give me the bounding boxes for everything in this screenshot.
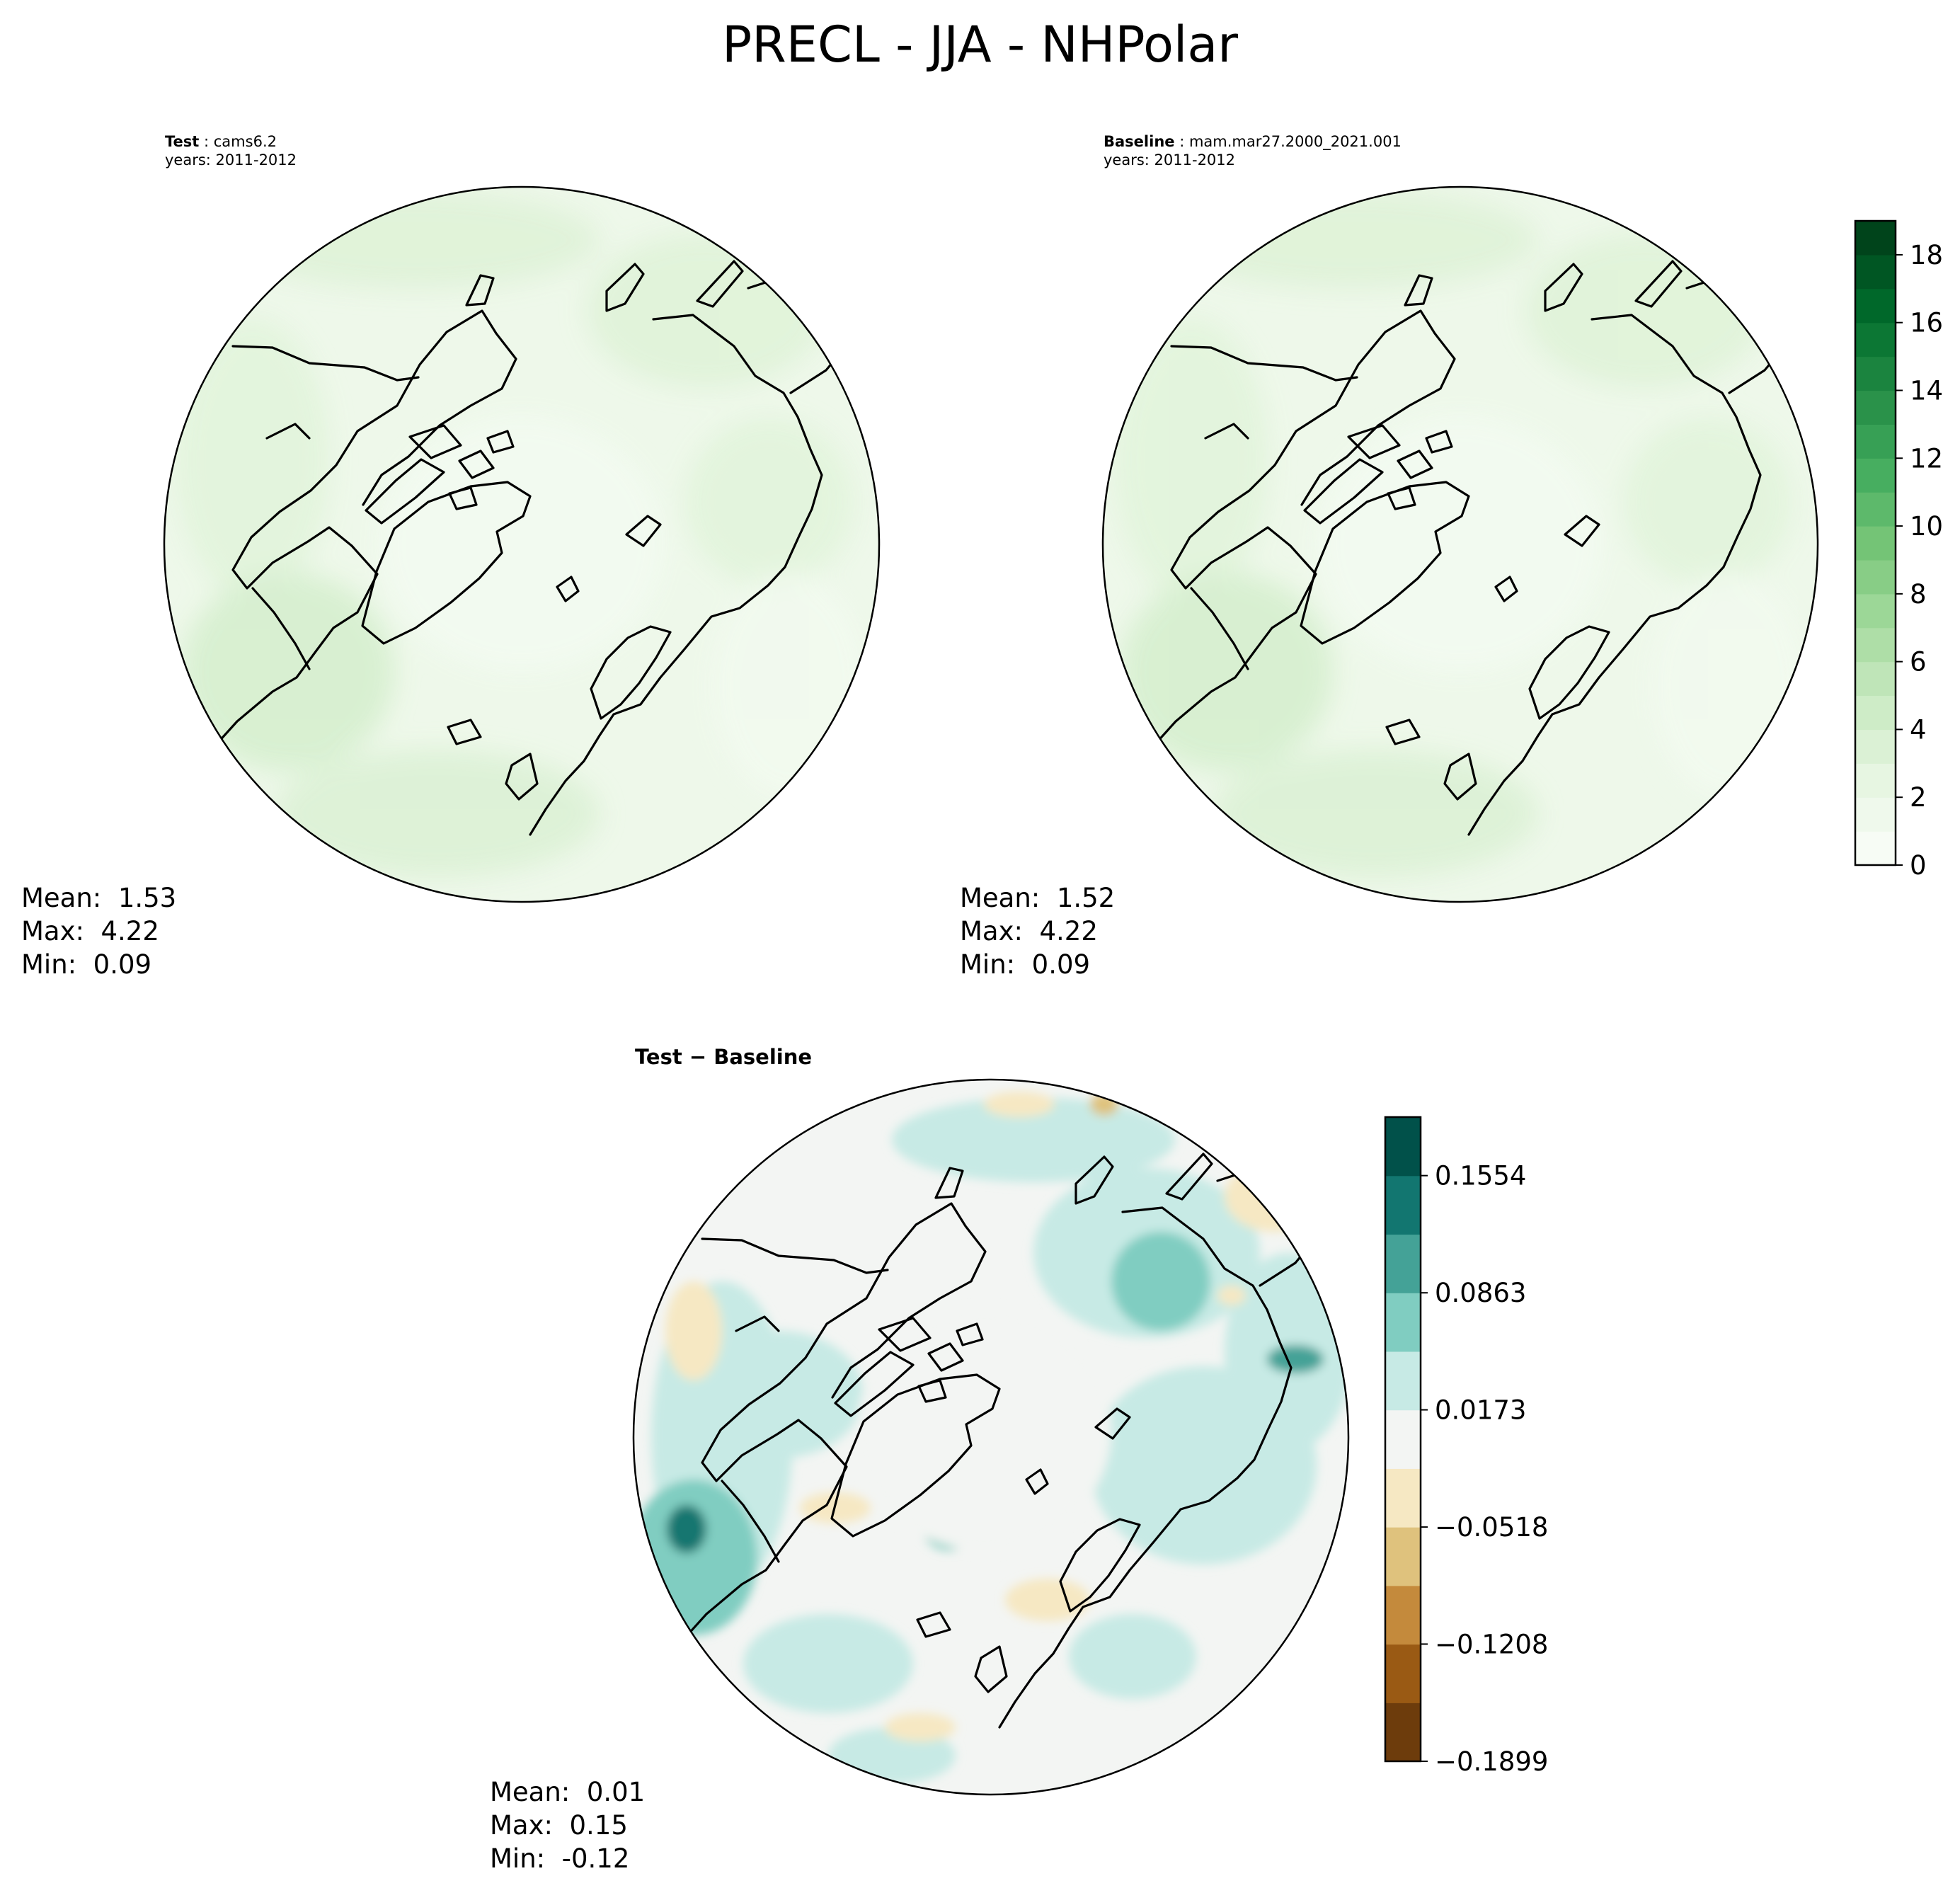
colorbar-tick-label: 2: [1910, 782, 1927, 813]
baseline-stats: Mean: 1.52 Max: 4.22 Min: 0.09: [960, 881, 1115, 981]
colorbar-band: [1385, 1644, 1421, 1703]
stat-label: Max:: [490, 1810, 553, 1841]
colorbar-band: [1385, 1351, 1421, 1411]
stat-label: Min:: [960, 949, 1016, 980]
colorbar-tick-label: 0.0173: [1435, 1395, 1526, 1426]
stat-label: Mean:: [960, 883, 1041, 913]
colorbar-band: [1385, 1175, 1421, 1235]
stat-value: 0.01: [586, 1777, 646, 1807]
colorbar-tick-label: 0.1554: [1435, 1161, 1526, 1191]
colorbar-tick-label: 0: [1910, 850, 1927, 881]
stat-value: 1.53: [118, 883, 177, 913]
colorbar-tick-label: 10: [1910, 511, 1943, 542]
difference-map: [632, 1078, 1350, 1796]
baseline-label-sep: :: [1174, 133, 1189, 150]
colorbar-band: [1855, 356, 1896, 391]
colorbar-tick-label: 14: [1910, 375, 1943, 406]
stat-label: Max:: [960, 916, 1023, 946]
diff-stats: Mean: 0.01 Max: 0.15 Min: -0.12: [490, 1775, 645, 1875]
diff-title: Test − Baseline: [635, 1045, 812, 1069]
colorbar-band: [1855, 763, 1896, 798]
colorbar-tick-label: 18: [1910, 240, 1943, 270]
colorbar-band: [1855, 424, 1896, 459]
colorbar-bands: [1855, 221, 1896, 866]
colorbar-band: [1385, 1117, 1421, 1177]
colorbar-band: [1855, 797, 1896, 832]
test-years: years: 2011-2012: [165, 151, 297, 168]
test-label-name: cams6.2: [213, 133, 277, 150]
diff-title-right: Baseline: [713, 1045, 813, 1069]
colorbar-band: [1855, 627, 1896, 663]
colorbar-bands: [1385, 1117, 1421, 1762]
colorbar-band: [1385, 1468, 1421, 1528]
diff-title-left: Test: [635, 1045, 682, 1069]
stat-value: -0.12: [561, 1843, 630, 1874]
colorbar-tick-label: 12: [1910, 443, 1943, 474]
colorbar-band: [1855, 254, 1896, 290]
figure-title: PRECL - JJA - NHPolar: [721, 16, 1239, 74]
colorbar-tick-label: 8: [1910, 579, 1927, 610]
colorbar-band: [1855, 831, 1896, 866]
stat-value: 1.52: [1056, 883, 1116, 913]
test-stats: Mean: 1.53 Max: 4.22 Min: 0.09: [21, 881, 176, 981]
stat-label: Mean:: [490, 1777, 571, 1807]
stat-value: 0.09: [93, 949, 152, 980]
colorbar-band: [1855, 221, 1896, 256]
colorbar-band: [1855, 526, 1896, 561]
colorbar-band: [1385, 1585, 1421, 1645]
colorbar-band: [1855, 695, 1896, 731]
colorbar-band: [1855, 390, 1896, 425]
stat-value: 0.09: [1031, 949, 1091, 980]
colorbar-tick-label: 4: [1910, 714, 1927, 745]
colorbar-band: [1855, 458, 1896, 493]
colorbar-ticks: 0.1554 0.0863 0.0173 −0.0518 −0.1208 −0.1899: [1421, 1161, 1548, 1777]
colorbar-band: [1855, 322, 1896, 357]
baseline-years: years: 2011-2012: [1104, 151, 1236, 168]
stat-value: 4.22: [101, 916, 159, 946]
test-label-sep: :: [199, 133, 214, 150]
baseline-map: [1101, 185, 1819, 903]
diff-colorbar: 0.1554 0.0863 0.0173 −0.0518 −0.1208 −0.1899: [1384, 1116, 1548, 1777]
test-label-bold: Test: [165, 133, 200, 150]
colorbar-band: [1855, 729, 1896, 764]
baseline-label: Baseline : mam.mar27.2000_2021.001 years…: [1104, 132, 1402, 169]
colorbar-tick-label: 0.0863: [1435, 1278, 1526, 1308]
diff-title-sep: −: [682, 1045, 714, 1069]
colorbar-band: [1385, 1234, 1421, 1293]
test-map: [163, 185, 881, 903]
precip-colorbar: 0 2 4 6 8 10 12 14 16 18: [1854, 219, 1943, 881]
stat-label: Min:: [21, 949, 77, 980]
colorbar-band: [1385, 1527, 1421, 1586]
colorbar-tick-label: 16: [1910, 308, 1943, 338]
colorbar-band: [1855, 559, 1896, 595]
stat-value: 4.22: [1039, 916, 1098, 946]
colorbar-tick-label: −0.0518: [1435, 1512, 1548, 1543]
colorbar-band: [1385, 1409, 1421, 1469]
colorbar-band: [1385, 1703, 1421, 1762]
colorbar-ticks: 0 2 4 6 8 10 12 14 16 18: [1896, 240, 1943, 881]
stat-label: Min:: [490, 1843, 546, 1874]
test-label: Test : cams6.2 years: 2011-2012: [165, 132, 297, 169]
colorbar-tick-label: −0.1208: [1435, 1629, 1548, 1659]
colorbar-tick-label: 6: [1910, 647, 1927, 677]
stat-value: 0.15: [569, 1810, 628, 1841]
colorbar-band: [1855, 661, 1896, 697]
colorbar-band: [1855, 492, 1896, 527]
colorbar-band: [1855, 593, 1896, 629]
colorbar-band: [1385, 1293, 1421, 1352]
colorbar-band: [1855, 288, 1896, 324]
baseline-label-bold: Baseline: [1104, 133, 1175, 150]
stat-label: Max:: [21, 916, 84, 946]
colorbar-tick-label: −0.1899: [1435, 1746, 1548, 1777]
stat-label: Mean:: [21, 883, 102, 913]
baseline-label-name: mam.mar27.2000_2021.001: [1188, 133, 1402, 150]
